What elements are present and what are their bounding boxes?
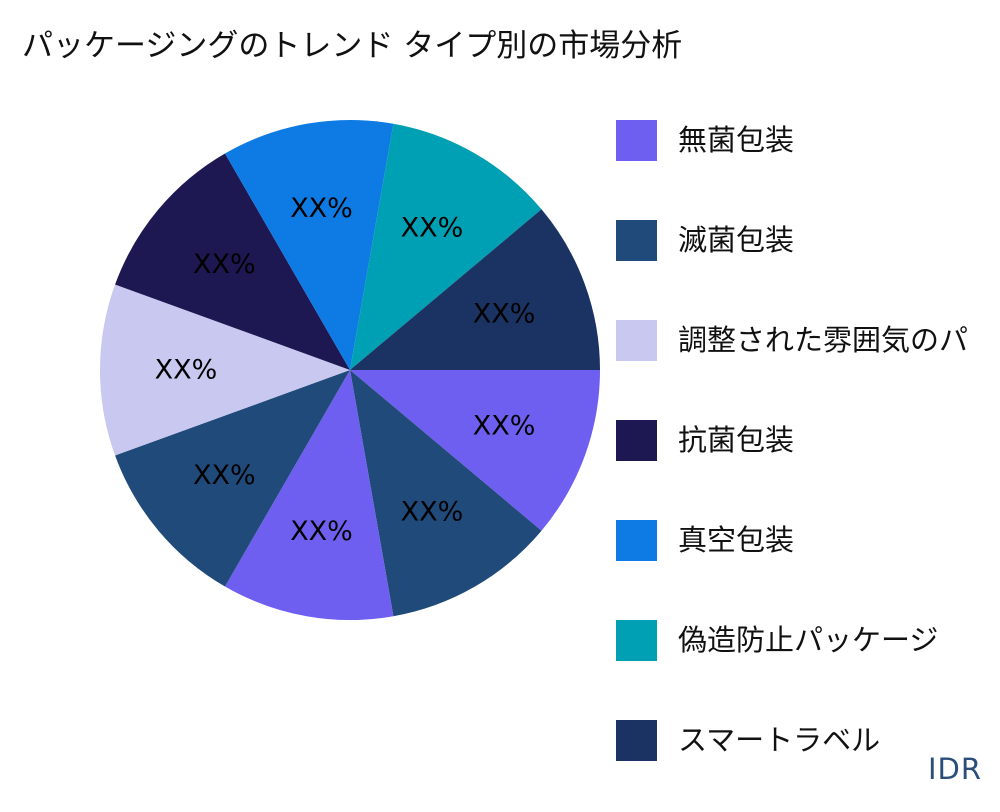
pie-slice-0 [350, 370, 600, 531]
legend-item: 偽造防止パッケージ [616, 612, 1000, 712]
slice-label-4: XX% [155, 355, 218, 386]
legend-label: 調整された雰囲気のパ [678, 323, 969, 357]
pie-chart: XX% XX% XX% XX% XX% XX% XX% XX% XX% [99, 120, 600, 621]
legend-swatch [616, 620, 657, 661]
slice-label-8: XX% [473, 298, 536, 329]
legend-item: 抗菌包装 [616, 412, 1000, 512]
legend-label: 偽造防止パッケージ [678, 623, 939, 657]
legend-item: 滅菌包装 [616, 212, 1000, 312]
brand-logo: IDR [927, 752, 982, 786]
pie-slice-7 [350, 123, 542, 370]
pie-slice-4 [99, 284, 350, 456]
legend-swatch [616, 720, 657, 761]
slice-label-5: XX% [193, 249, 256, 280]
slice-label-2: XX% [290, 516, 353, 547]
legend-item: 無菌包装 [616, 112, 1000, 212]
legend-swatch [616, 320, 657, 361]
legend: 無菌包装滅菌包装調整された雰囲気のパ 抗菌包装真空包装偽造防止パッケージ スマートラ… [616, 112, 1000, 812]
legend-label: 真空包装 [678, 523, 795, 557]
legend-item: 真空包装 [616, 512, 1000, 612]
slice-label-3: XX% [193, 460, 256, 491]
legend-swatch [616, 520, 657, 561]
legend-label: スマートラベル [678, 723, 881, 757]
legend-label: 無菌包装 [678, 123, 795, 157]
slice-label-6: XX% [290, 193, 353, 224]
legend-swatch [616, 220, 657, 261]
slice-label-0: XX% [473, 411, 536, 442]
pie-slice-8 [350, 209, 600, 370]
pie-slice-2 [225, 370, 394, 621]
legend-label: 滅菌包装 [678, 223, 795, 257]
pie-slice-1 [350, 370, 542, 617]
legend-label: 抗菌包装 [678, 423, 795, 457]
legend-item: スマートラベル [616, 712, 1000, 812]
slice-label-7: XX% [401, 212, 464, 243]
pie-slice-3 [115, 370, 350, 587]
chart-title: パッケージングのトレンド タイプ別の市場分析 [22, 28, 683, 64]
pie-slice-5 [115, 153, 350, 370]
slice-label-1: XX% [401, 497, 464, 528]
legend-swatch [616, 420, 657, 461]
legend-item: 調整された雰囲気のパ [616, 312, 1000, 412]
pie-slice-6 [225, 120, 394, 371]
legend-swatch [616, 120, 657, 161]
